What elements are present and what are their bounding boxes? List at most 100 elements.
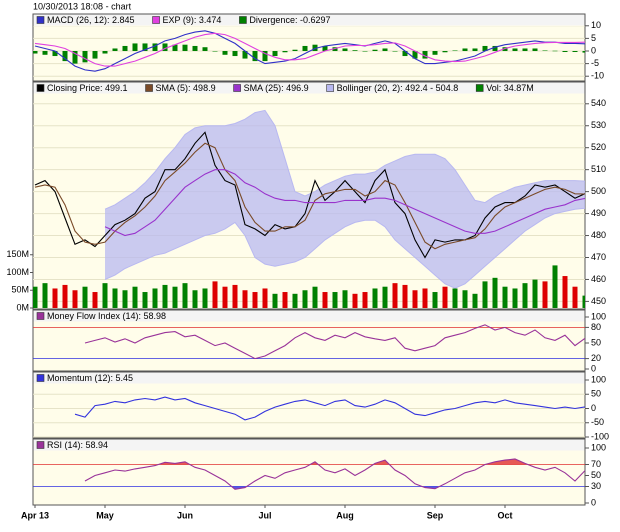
bar xyxy=(462,48,468,51)
bar xyxy=(162,284,168,308)
bar xyxy=(182,283,188,308)
bar xyxy=(82,286,88,308)
bar xyxy=(242,51,248,59)
bar xyxy=(422,51,428,59)
bar xyxy=(212,51,218,52)
bar xyxy=(522,283,528,308)
line xyxy=(34,131,585,259)
bar xyxy=(442,286,448,308)
x-tick-label: Sep xyxy=(427,510,444,520)
bar xyxy=(552,265,558,308)
plot-layer xyxy=(33,393,585,438)
y-tick-label: 510 xyxy=(591,164,606,174)
bar xyxy=(382,48,388,51)
y-tick-label: 530 xyxy=(591,120,606,130)
header-title: 10/30/2013 18:08 - chart xyxy=(33,1,132,11)
legend-swatch xyxy=(239,16,247,24)
legend-strip xyxy=(33,372,585,384)
bar xyxy=(252,51,258,62)
bar xyxy=(62,284,68,308)
bar xyxy=(142,43,148,51)
bar xyxy=(192,45,198,51)
legend-label: SMA (5): 498.9 xyxy=(156,83,216,93)
bar xyxy=(282,51,288,53)
bar xyxy=(382,286,388,308)
y-tick-label: 20 xyxy=(591,353,601,363)
legend-label: SMA (25): 496.9 xyxy=(244,83,309,93)
bar xyxy=(252,292,258,308)
bar xyxy=(512,48,518,51)
line xyxy=(34,30,585,72)
bar xyxy=(402,284,408,308)
bar xyxy=(72,290,78,308)
y2-tick-label: 50M xyxy=(11,285,29,295)
bar xyxy=(482,45,488,51)
bar xyxy=(422,288,428,308)
bar xyxy=(92,51,98,59)
y-tick-label: -50 xyxy=(591,417,604,427)
bar xyxy=(322,45,328,51)
bar xyxy=(582,51,585,53)
legend-swatch xyxy=(36,374,45,382)
bar xyxy=(102,51,108,54)
band-fill xyxy=(105,110,585,289)
bar xyxy=(402,51,408,57)
y-tick-label: 30 xyxy=(591,481,601,491)
y-tick-label: 470 xyxy=(591,252,606,262)
legend-swatch xyxy=(36,441,45,449)
legend-label: Vol: 34.87M xyxy=(486,83,534,93)
plot-layer xyxy=(33,103,585,308)
bar xyxy=(282,292,288,308)
bar xyxy=(122,290,128,308)
bar xyxy=(312,286,318,308)
line xyxy=(84,324,585,360)
bar xyxy=(92,292,98,308)
bar xyxy=(102,283,108,308)
bar xyxy=(52,288,58,308)
bar xyxy=(392,51,398,52)
bar xyxy=(542,281,548,308)
legend-label: EXP (9): 3.474 xyxy=(163,15,222,25)
bar xyxy=(372,49,378,51)
bar xyxy=(142,292,148,308)
plot-layer xyxy=(33,26,585,77)
x-tick-label: Jul xyxy=(258,510,271,520)
bar xyxy=(72,51,78,64)
legend-swatch xyxy=(233,84,241,92)
legend-strip xyxy=(33,439,585,451)
bar xyxy=(232,51,238,57)
band-upper xyxy=(104,109,585,210)
y-tick-label: 480 xyxy=(591,230,606,240)
y-tick-label: 0 xyxy=(591,497,596,507)
bar xyxy=(492,277,498,308)
y-tick-label: -5 xyxy=(591,58,599,68)
line xyxy=(74,396,585,421)
bar xyxy=(222,286,228,308)
bar xyxy=(262,51,268,62)
bar xyxy=(532,279,538,308)
y2-tick-label: 0M xyxy=(16,302,29,312)
y2-tick-label: 150M xyxy=(6,249,29,259)
bar xyxy=(352,293,358,308)
line xyxy=(84,458,585,490)
y-tick-label: 0 xyxy=(591,45,596,55)
bar xyxy=(472,48,478,51)
bar xyxy=(42,283,48,308)
x-tick-label: Aug xyxy=(336,510,354,520)
bar xyxy=(462,290,468,308)
y-tick-label: 100 xyxy=(591,442,606,452)
legend-label: Closing Price: 499.1 xyxy=(47,83,128,93)
legend-swatch xyxy=(36,16,45,24)
bar xyxy=(192,290,198,308)
bar xyxy=(512,288,518,308)
legend-swatch xyxy=(36,84,45,92)
legend-swatch xyxy=(475,84,484,92)
bar xyxy=(82,51,88,63)
bar xyxy=(242,290,248,308)
y-tick-label: 100 xyxy=(591,311,606,321)
bar xyxy=(172,44,178,51)
bar xyxy=(342,290,348,308)
bar xyxy=(392,283,398,308)
y-tick-label: 50 xyxy=(591,337,601,347)
bar xyxy=(572,286,578,308)
